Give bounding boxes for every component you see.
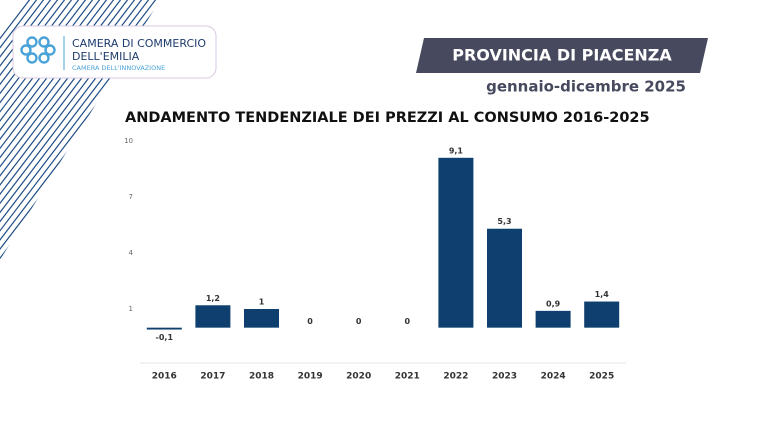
stripe (0, 0, 117, 260)
value-label: 1,4 (595, 290, 610, 299)
stripe (0, 0, 160, 260)
value-label: 0,9 (546, 299, 561, 308)
chart-title: ANDAMENTO TENDENZIALE DEI PREZZI AL CONS… (125, 110, 650, 126)
period: gennaio-dicembre 2025 (486, 78, 686, 96)
x-tick-label: 2019 (298, 372, 323, 382)
value-label: 9,1 (449, 146, 464, 155)
stripe (0, 0, 160, 260)
logo-icon (20, 36, 56, 64)
stripe (0, 0, 160, 260)
y-tick-label: 4 (129, 249, 134, 257)
stripe (0, 0, 160, 260)
stripe (0, 0, 131, 260)
x-tick-label: 2022 (443, 372, 468, 382)
stripe (0, 0, 61, 260)
stripe (0, 0, 110, 260)
bar (487, 228, 522, 328)
x-tick-label: 2018 (249, 372, 274, 382)
stripe (0, 0, 96, 260)
x-tick-label: 2023 (492, 372, 517, 382)
province: PROVINCIA DI PIACENZA (452, 46, 672, 65)
y-tick-label: 10 (124, 137, 133, 145)
value-label: -0,1 (156, 333, 174, 342)
stripe (0, 0, 124, 260)
stripe (0, 0, 103, 260)
stripe (0, 0, 89, 260)
bar (146, 327, 182, 330)
stripe (0, 0, 138, 260)
y-tick-label: 7 (129, 193, 133, 201)
stripe (0, 0, 75, 260)
bar (244, 309, 279, 328)
x-tick-label: 2021 (395, 372, 420, 382)
bar (584, 301, 620, 328)
bar (535, 310, 571, 328)
logo-tagline: CAMERA DELL'INNOVAZIONE (72, 64, 165, 72)
x-tick-label: 2016 (152, 372, 177, 382)
x-tick-label: 2025 (589, 372, 614, 382)
logo-line1: CAMERA DI COMMERCIO (72, 37, 206, 50)
bar (438, 157, 474, 328)
stripe (0, 0, 68, 260)
value-label: 5,3 (497, 217, 511, 226)
stripe (0, 0, 145, 260)
bar (195, 305, 231, 328)
stripe (0, 0, 160, 260)
value-label: 0 (356, 317, 362, 326)
x-tick-label: 2017 (200, 372, 225, 382)
value-label: 1,2 (206, 294, 220, 303)
stripe (0, 0, 159, 260)
value-label: 1 (259, 298, 265, 307)
stripe (0, 0, 152, 260)
province-banner (416, 38, 708, 73)
logo-line2: DELL'EMILIA (72, 50, 140, 63)
stripe (0, 0, 160, 260)
x-tick-label: 2024 (541, 372, 566, 382)
value-label: 0 (405, 317, 411, 326)
y-tick-label: 1 (129, 305, 133, 313)
x-tick-label: 2020 (346, 372, 371, 382)
stripe (0, 0, 82, 260)
value-label: 0 (307, 317, 313, 326)
